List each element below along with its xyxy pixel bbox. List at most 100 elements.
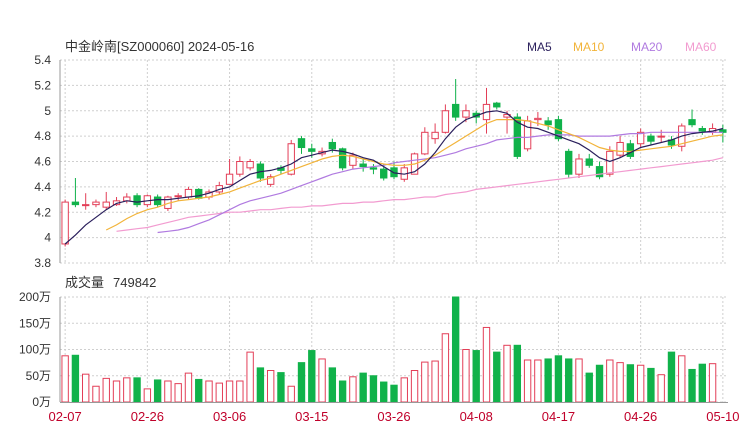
volume-bar-down [71, 354, 80, 403]
volume-value: 749842 [113, 275, 156, 290]
volume-bar-down [554, 355, 563, 403]
candle-down [647, 135, 655, 142]
volume-bar-up [82, 373, 90, 403]
candle-down [626, 143, 635, 157]
date-tick-label: 04-17 [542, 409, 575, 424]
volume-bar-down [595, 364, 604, 403]
candle-up [421, 131, 429, 155]
volume-tick-label: 100万 [19, 343, 51, 357]
candle-up [523, 120, 532, 150]
volume-bar-down [544, 358, 552, 403]
volume-bar-up [287, 385, 295, 403]
candle-down [451, 103, 460, 118]
volume-bar-down [359, 372, 367, 403]
volume-bar-down [328, 367, 337, 403]
candle-down [308, 148, 316, 152]
volume-bar-down [297, 362, 306, 403]
ma60-line [116, 157, 724, 232]
candle-down [338, 148, 347, 169]
candle-down [328, 141, 337, 150]
date-tick-label: 03-06 [213, 409, 246, 424]
volume-bar-down [380, 381, 388, 403]
price-axis: 5.4 5.2 5 4.8 4.6 4.4 4.2 4 3.8 [34, 53, 61, 270]
volume-tick-label: 150万 [19, 316, 51, 330]
volume-bar-down [493, 351, 501, 403]
candle-down [195, 188, 203, 199]
volume-bar-up [708, 363, 717, 403]
volume-bar-down [472, 350, 480, 403]
legend-ma10[interactable]: MA10 [573, 40, 605, 54]
volume-bar-up [482, 326, 491, 403]
volume-bar-down [390, 384, 398, 403]
volume-tick-label: 0万 [32, 395, 51, 409]
candle-down [544, 120, 552, 126]
candle-up [431, 131, 439, 140]
candle-down [71, 201, 80, 206]
volume-bar-up [164, 380, 172, 403]
volume-bar-down [338, 380, 347, 403]
volume-bar-down [308, 350, 316, 403]
volume-bar-up [431, 360, 439, 403]
volume-axis: 200万 150万 100万 50万 0万 [19, 290, 61, 409]
candle-up [174, 195, 182, 198]
volume-bar-up [184, 372, 193, 403]
candle-down [153, 196, 162, 206]
date-tick-label: 04-08 [460, 409, 493, 424]
volume-bar-up [102, 377, 110, 403]
volume-bar-up [225, 380, 234, 403]
volume-bar-up [606, 359, 614, 403]
candle-up [657, 135, 665, 138]
volume-bar-up [349, 376, 357, 403]
volume-bar-up [657, 374, 665, 403]
candle-down [585, 158, 593, 166]
legend-ma60[interactable]: MA60 [685, 40, 717, 54]
volume-bar-up [174, 383, 182, 403]
volume-bar-up [266, 370, 275, 403]
date-tick-label: 02-07 [49, 409, 82, 424]
candle-down [380, 168, 388, 179]
candle-down [493, 102, 501, 108]
volume-bar-up [616, 362, 624, 403]
volume-bar-down [451, 296, 460, 403]
price-tick-label: 4.6 [34, 155, 51, 169]
candle-down [513, 116, 522, 157]
legend-ma20[interactable]: MA20 [631, 40, 663, 54]
volume-bar-down [698, 363, 706, 403]
volume-bar-up [61, 355, 69, 403]
price-tick-label: 5.2 [34, 78, 51, 92]
volume-bar-down [256, 367, 265, 403]
candle-down [359, 163, 367, 168]
moving-average-lines [64, 110, 724, 245]
volume-bar-up [143, 388, 152, 403]
candle-down [565, 150, 573, 175]
date-tick-label: 05-10 [706, 409, 739, 424]
candle-down [297, 138, 306, 149]
volume-bar-up [123, 377, 131, 403]
volume-bar-down [153, 379, 162, 403]
candle-up [606, 150, 614, 175]
candle-down [698, 128, 706, 132]
volume-bar-up [534, 359, 542, 403]
candle-up [349, 154, 357, 166]
price-tick-label: 4.2 [34, 205, 51, 219]
date-tick-label: 03-26 [377, 409, 410, 424]
date-tick-label: 03-15 [295, 409, 328, 424]
candle-up [225, 173, 234, 185]
price-tick-label: 5 [44, 104, 51, 118]
legend-ma5[interactable]: MA5 [527, 40, 552, 54]
volume-bar-down [513, 344, 522, 403]
volume-bar-up [421, 361, 429, 403]
volume-bar-down [647, 367, 655, 403]
volume-bar-up [400, 377, 408, 403]
date-tick-label: 04-26 [624, 409, 657, 424]
volume-bar-up [246, 351, 254, 403]
price-tick-label: 4 [44, 231, 51, 245]
volume-bar-down [667, 351, 676, 403]
candle-up [441, 110, 450, 133]
candle-up [636, 131, 645, 145]
chart-title: 中金岭南[SZ000060] 2024-05-16 [65, 39, 254, 54]
volume-bar-up [441, 333, 450, 403]
volume-bar-up [636, 364, 645, 403]
date-axis: 02-07 02-26 03-06 03-15 03-26 04-08 04-17 04-26… [49, 402, 739, 424]
